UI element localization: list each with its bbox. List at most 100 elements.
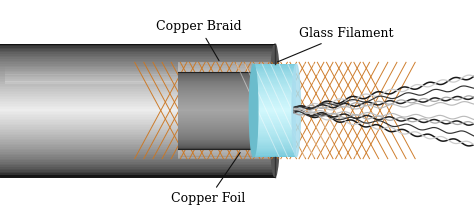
Bar [0, 129, 275, 130]
Bar [254, 68, 296, 69]
Bar [178, 137, 270, 139]
Bar [180, 121, 268, 122]
Bar [178, 151, 270, 152]
Bar [180, 148, 268, 149]
Bar [5, 73, 270, 74]
Bar [254, 124, 296, 126]
Ellipse shape [292, 64, 301, 157]
Bar [254, 100, 296, 101]
Bar [178, 140, 270, 141]
Bar [180, 156, 268, 157]
Bar [0, 122, 275, 124]
Bar [0, 114, 275, 115]
Bar [178, 74, 270, 75]
Bar [178, 94, 270, 95]
Bar [0, 137, 275, 139]
Bar [254, 151, 296, 152]
Bar [0, 107, 275, 109]
Bar [0, 135, 275, 137]
Bar [254, 141, 296, 142]
Bar [5, 70, 270, 71]
Bar [178, 133, 270, 134]
Bar [178, 89, 270, 90]
Bar [178, 130, 270, 131]
Text: Glass Filament: Glass Filament [277, 27, 393, 62]
Bar [180, 124, 268, 126]
Bar [0, 44, 275, 46]
Bar [178, 92, 270, 93]
Bar [178, 103, 270, 104]
Bar [178, 86, 270, 87]
Bar [254, 129, 296, 130]
Bar [254, 85, 296, 86]
Bar [178, 144, 270, 145]
Bar [0, 110, 275, 112]
Bar [254, 87, 296, 88]
Bar [254, 108, 296, 109]
Bar [180, 112, 268, 113]
Bar [0, 74, 275, 76]
Bar [254, 92, 296, 93]
Bar [0, 132, 275, 134]
Bar [0, 52, 275, 54]
Bar [178, 85, 270, 86]
Bar [0, 119, 275, 120]
Bar [178, 69, 270, 70]
Bar [178, 112, 270, 113]
Bar [0, 84, 275, 86]
Bar [0, 140, 275, 142]
Bar [178, 98, 270, 99]
Bar [178, 130, 270, 131]
Bar [0, 117, 275, 119]
Bar [180, 65, 268, 66]
Bar [254, 83, 296, 84]
Bar [0, 168, 275, 170]
Bar [180, 97, 268, 98]
Bar [180, 127, 268, 128]
Bar [178, 152, 270, 153]
Bar [254, 71, 296, 72]
Bar [178, 72, 270, 73]
Bar [180, 147, 268, 148]
Bar [0, 95, 275, 97]
Bar [254, 142, 296, 143]
Bar [254, 153, 296, 154]
Bar [178, 76, 270, 78]
Bar [178, 104, 270, 105]
Bar [180, 143, 268, 144]
Bar [254, 73, 296, 74]
Bar [178, 142, 270, 143]
Bar [254, 123, 296, 124]
Bar [5, 69, 270, 70]
Bar [254, 121, 296, 122]
Bar [178, 93, 270, 94]
Bar [5, 76, 270, 77]
Bar [5, 80, 270, 82]
Bar [178, 107, 270, 108]
Bar [178, 86, 270, 87]
Bar [180, 131, 268, 133]
Bar [5, 77, 270, 78]
Bar [178, 113, 270, 114]
Bar [178, 106, 270, 107]
Bar [0, 101, 275, 102]
Bar [180, 71, 268, 72]
Bar [178, 95, 270, 96]
Bar [254, 66, 296, 68]
Bar [254, 88, 296, 90]
Bar [0, 51, 275, 52]
Bar [178, 122, 270, 123]
Bar [180, 128, 268, 129]
Bar [178, 80, 270, 81]
Bar [0, 145, 275, 147]
Bar [254, 144, 296, 145]
Bar [180, 72, 268, 73]
Bar [254, 139, 296, 141]
Bar [178, 153, 270, 154]
Bar [180, 105, 268, 106]
Bar [0, 72, 275, 74]
Bar [178, 82, 270, 83]
Bar [254, 65, 296, 66]
Bar [180, 153, 268, 154]
Bar [178, 73, 270, 74]
